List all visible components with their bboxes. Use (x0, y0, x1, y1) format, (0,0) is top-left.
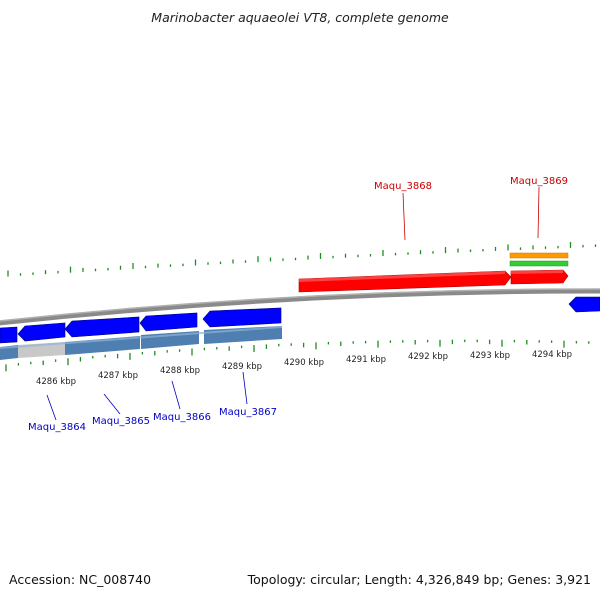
scale-label: 4290 kbp (284, 358, 324, 368)
backbone-highlight (0, 288, 600, 322)
gene-arrow-maqu-3864[interactable] (17, 322, 66, 342)
gene-arrow-right-edge[interactable] (568, 296, 600, 313)
genome-title: Marinobacter aquaeolei VT8, complete gen… (151, 10, 449, 25)
cds-strip (0, 326, 282, 360)
scale-label: 4292 kbp (408, 352, 448, 362)
green-feature[interactable] (509, 260, 569, 267)
scale-label: 4289 kbp (222, 362, 262, 372)
gene-label-maqu-3869[interactable]: Maqu_3869 (510, 176, 568, 187)
gene-label-maqu-3864[interactable]: Maqu_3864 (28, 422, 86, 433)
scale-label: 4294 kbp (532, 350, 572, 360)
gene-label-maqu-3867[interactable]: Maqu_3867 (219, 407, 277, 418)
gene-arrow-maqu-3865[interactable] (64, 316, 140, 338)
gene-arrow-maqu-3866[interactable] (139, 312, 198, 332)
forward-track (298, 252, 569, 293)
scale-label: 4288 kbp (160, 366, 200, 376)
backbone-line (0, 288, 600, 326)
leader-line (537, 186, 540, 239)
gene-label-maqu-3868[interactable]: Maqu_3868 (374, 181, 432, 192)
outer-gc-ticks (7, 241, 597, 277)
gene-label-maqu-3865[interactable]: Maqu_3865 (92, 416, 150, 427)
gene-arrow-highlight (511, 270, 563, 274)
scale-label: 4287 kbp (98, 371, 138, 381)
leader-line (171, 380, 181, 410)
leader-line (242, 371, 248, 405)
orange-feature[interactable] (509, 252, 569, 259)
gene-arrow-highlight (299, 271, 505, 282)
inner-gc-ticks (5, 339, 590, 372)
scale-label: 4293 kbp (470, 351, 510, 361)
reverse-gene-labels: Maqu_3864 Maqu_3865 Maqu_3866 Maqu_3867 (28, 371, 277, 433)
leader-line (402, 192, 406, 241)
cds-highlight (0, 326, 282, 349)
accession-text: Accession: NC_008740 (9, 572, 152, 587)
leader-line (103, 393, 121, 415)
scale-label: 4286 kbp (36, 377, 76, 387)
leader-line (46, 394, 57, 421)
cds-segment[interactable] (65, 336, 140, 355)
gene-arrow-maqu-3867[interactable] (202, 307, 282, 328)
forward-gene-labels: Maqu_3868 Maqu_3869 (374, 176, 568, 241)
scale-label: 4291 kbp (346, 355, 386, 365)
gene-label-maqu-3866[interactable]: Maqu_3866 (153, 412, 211, 423)
cds-segment[interactable] (0, 345, 18, 360)
reverse-track (0, 296, 600, 344)
genome-backbone (0, 288, 600, 326)
genome-summary-text: Topology: circular; Length: 4,326,849 bp… (247, 572, 591, 587)
gene-arrow-partial[interactable] (0, 326, 18, 344)
scale-labels: 4286 kbp 4287 kbp 4288 kbp 4289 kbp 4290… (36, 350, 572, 387)
